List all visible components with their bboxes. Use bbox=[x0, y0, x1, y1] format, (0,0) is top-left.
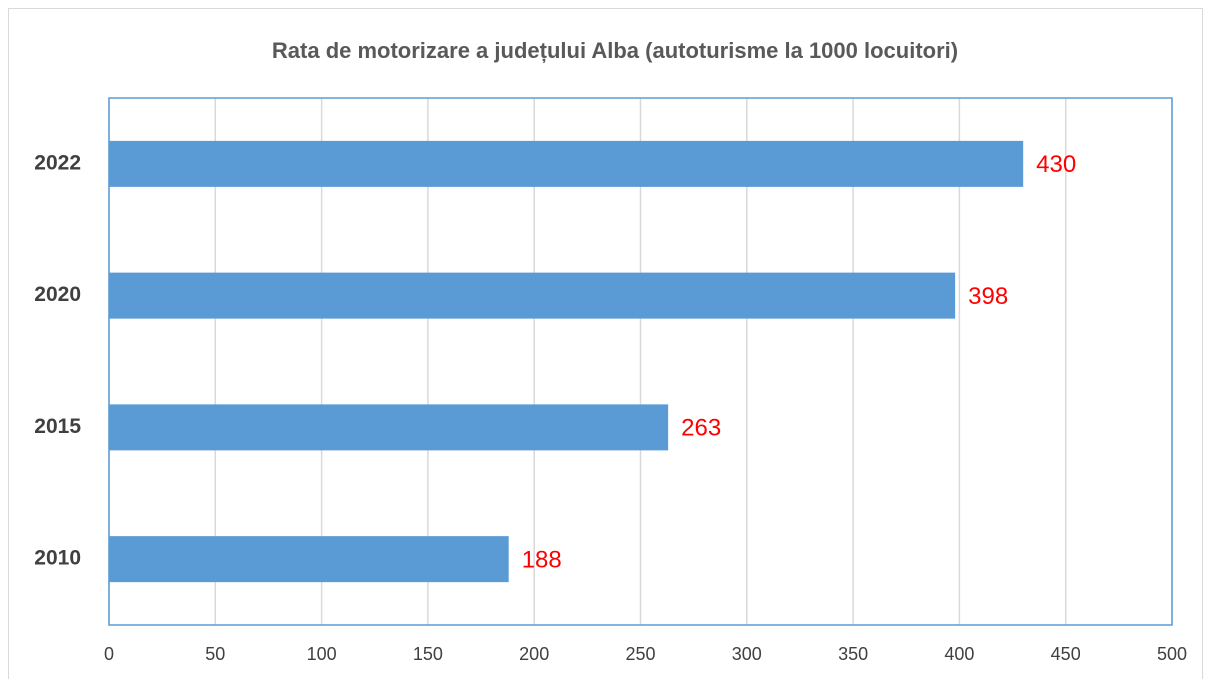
data-label: 430 bbox=[1036, 151, 1076, 178]
plot-border bbox=[108, 97, 1173, 626]
x-tick-label: 500 bbox=[1157, 644, 1187, 664]
y-tick-label: 2015 bbox=[34, 415, 81, 438]
x-tick-label: 400 bbox=[944, 644, 974, 664]
bar bbox=[109, 536, 509, 583]
x-tick-label: 200 bbox=[519, 644, 549, 664]
data-label: 263 bbox=[681, 415, 721, 442]
x-tick-label: 0 bbox=[104, 644, 114, 664]
y-tick-label: 2022 bbox=[34, 151, 81, 174]
y-tick-label: 2010 bbox=[34, 547, 81, 570]
y-tick-label: 2020 bbox=[34, 283, 81, 306]
x-tick-label: 350 bbox=[838, 644, 868, 664]
bar bbox=[109, 140, 1024, 187]
x-tick-label: 100 bbox=[307, 644, 337, 664]
x-tick-label: 250 bbox=[625, 644, 655, 664]
chart-title: Rata de motorizare a județului Alba (aut… bbox=[272, 38, 958, 63]
data-label: 398 bbox=[968, 283, 1008, 310]
x-tick-label: 450 bbox=[1051, 644, 1081, 664]
x-tick-label: 300 bbox=[732, 644, 762, 664]
bar bbox=[109, 272, 956, 319]
x-tick-label: 50 bbox=[205, 644, 225, 664]
bar bbox=[109, 404, 669, 451]
x-tick-label: 150 bbox=[413, 644, 443, 664]
data-label: 188 bbox=[522, 546, 562, 573]
